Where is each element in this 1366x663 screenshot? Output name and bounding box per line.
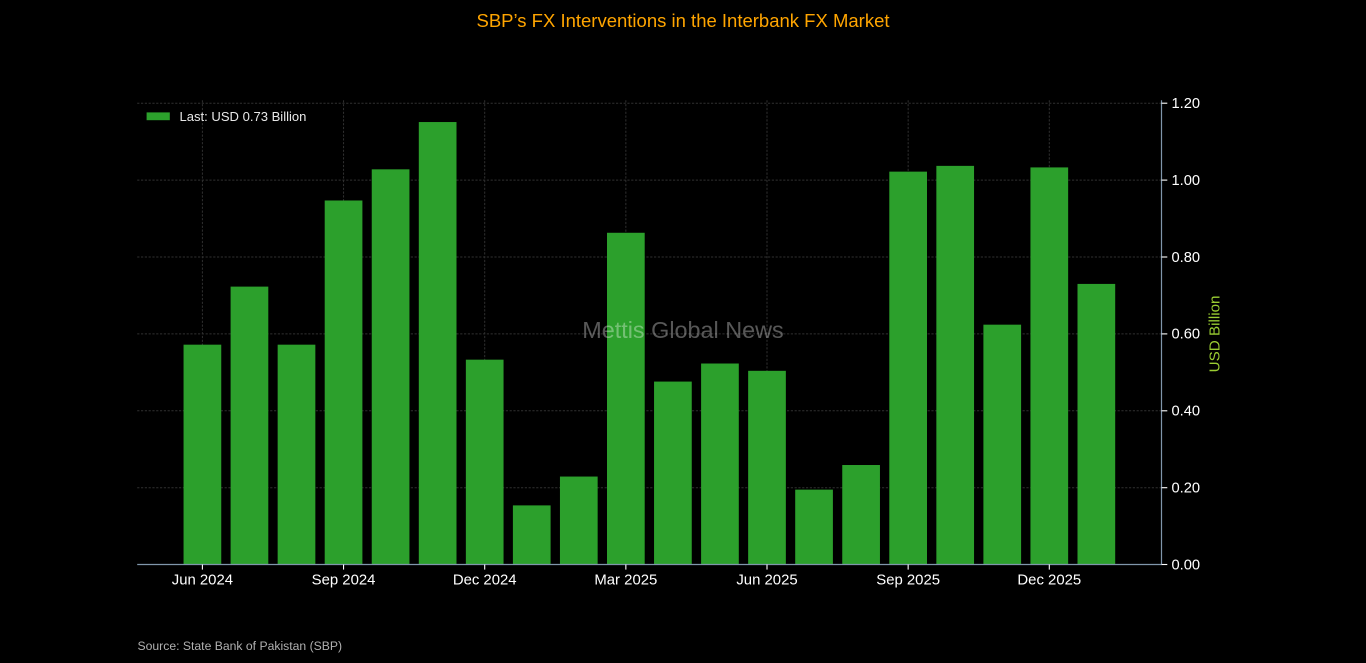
svg-text:Mar 2025: Mar 2025 <box>594 572 657 588</box>
svg-text:Source: State Bank of Pakistan: Source: State Bank of Pakistan (SBP) <box>138 639 343 653</box>
svg-text:SBP’s FX Interventions in the: SBP’s FX Interventions in the Interbank … <box>476 10 889 31</box>
svg-text:Mettis Global News: Mettis Global News <box>582 317 783 343</box>
svg-text:Sep 2025: Sep 2025 <box>876 572 940 588</box>
svg-text:0.40: 0.40 <box>1172 404 1201 420</box>
svg-text:Jun 2025: Jun 2025 <box>736 572 797 588</box>
svg-text:0.60: 0.60 <box>1172 327 1201 343</box>
svg-text:Dec 2024: Dec 2024 <box>453 572 517 588</box>
svg-text:1.20: 1.20 <box>1172 96 1201 112</box>
svg-text:1.00: 1.00 <box>1172 173 1201 189</box>
svg-text:Jun 2024: Jun 2024 <box>172 572 233 588</box>
svg-text:Last: USD 0.73 Billion: Last: USD 0.73 Billion <box>180 109 307 124</box>
svg-text:USD Billion: USD Billion <box>1207 295 1224 372</box>
svg-text:Dec 2025: Dec 2025 <box>1017 572 1081 588</box>
svg-text:0.20: 0.20 <box>1172 481 1201 497</box>
svg-text:0.80: 0.80 <box>1172 250 1201 266</box>
svg-text:0.00: 0.00 <box>1172 557 1201 573</box>
svg-text:Sep 2024: Sep 2024 <box>312 572 376 588</box>
